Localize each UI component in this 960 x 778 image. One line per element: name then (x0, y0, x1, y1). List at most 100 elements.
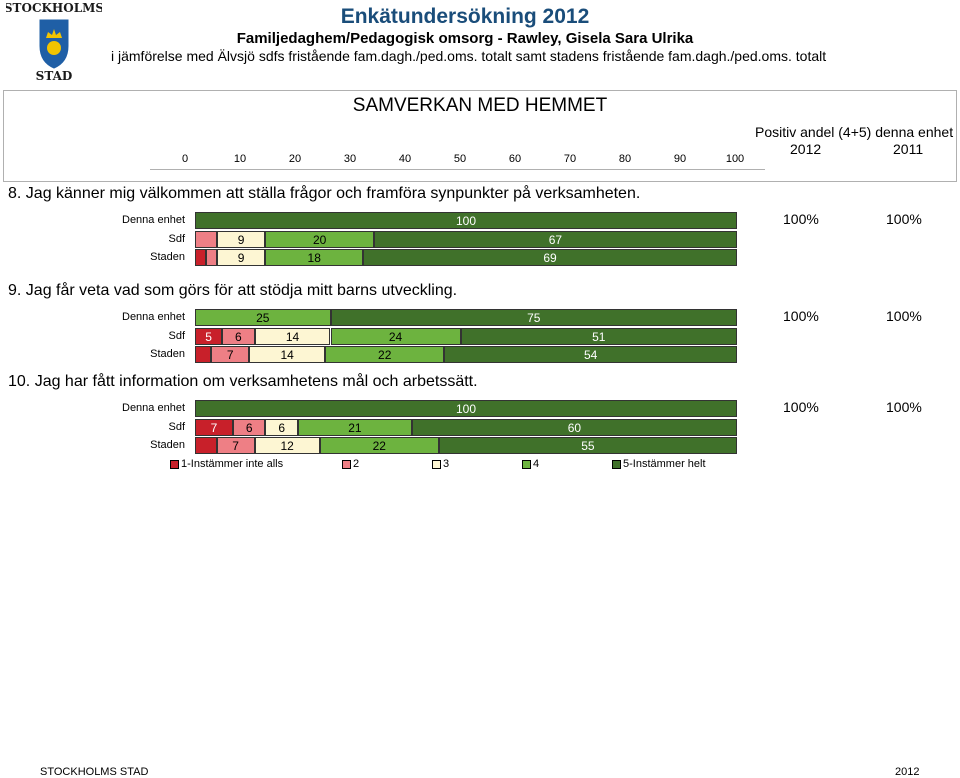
bar-track: 5 6 14 24 51 (195, 328, 737, 345)
data-label: 54 (583, 347, 598, 362)
bar-segment: 7 (195, 419, 233, 436)
bar-segment: 24 (330, 328, 461, 345)
row-label: Sdf (168, 233, 185, 245)
positive-share-current: 100% (783, 399, 819, 415)
data-label: 25 (256, 310, 270, 325)
bar-segment: 7 (216, 437, 255, 454)
bar-segment: 25 (195, 309, 331, 326)
bar-segment: 67 (373, 231, 737, 248)
legend-label: 2 (353, 458, 360, 470)
section-frame (3, 90, 957, 182)
x-axis-tick: 20 (288, 153, 302, 165)
bar-segment: 69 (363, 249, 737, 266)
bar-segment: 22 (325, 346, 445, 363)
bar-segment (195, 249, 206, 266)
bar-segment (195, 437, 217, 454)
legend-label: 3 (443, 458, 450, 470)
data-label: 6 (235, 329, 242, 344)
bar-segment: 60 (411, 419, 737, 436)
bar-segment (205, 249, 217, 266)
bar-segment: 75 (330, 309, 737, 326)
bar-segment: 9 (216, 231, 266, 248)
row-label: Staden (150, 348, 185, 360)
bar-segment: 6 (232, 419, 266, 436)
comparison-text: i jämförelse med Älvsjö sdfs fristående … (111, 48, 827, 64)
footer-right: 2012 (895, 766, 920, 778)
bar-segment: 12 (254, 437, 320, 454)
legend-label: 5-Instämmer helt (623, 458, 706, 470)
legend-swatch (342, 459, 351, 469)
data-label: 14 (285, 329, 300, 344)
positive-share-current: 100% (783, 308, 819, 324)
x-axis-ticks: 0 10 20 30 40 50 60 70 80 90 100 (0, 153, 960, 167)
bar-track: 25 75 (195, 309, 737, 326)
data-label: 20 (312, 232, 327, 247)
data-label: 7 (232, 438, 239, 453)
bar-segment: 100 (195, 212, 737, 229)
data-label: 21 (348, 420, 362, 435)
bar-track: 9 20 67 (195, 231, 737, 248)
data-label: 55 (581, 438, 595, 453)
legend-item: 1-Instämmer inte alls (170, 458, 283, 470)
legend-item: 4 (522, 458, 539, 470)
bar-track: 7 6 6 21 60 (195, 419, 737, 436)
bar-segment: 6 (222, 328, 255, 345)
x-axis-tick: 0 (181, 153, 189, 165)
report-title: Enkätundersökning 2012 (340, 5, 590, 28)
bar-segment: 14 (249, 346, 326, 363)
x-axis-tick: 60 (508, 153, 522, 165)
data-label: 100 (455, 401, 477, 416)
bar-segment: 7 (211, 346, 250, 363)
positive-share-header: Positiv andel (4+5) denna enhet (755, 124, 954, 140)
bar-segment (195, 346, 212, 363)
data-label: 6 (245, 420, 253, 435)
data-label: 67 (548, 232, 563, 247)
legend-item: 3 (432, 458, 449, 470)
x-axis-tick: 50 (453, 153, 467, 165)
data-label: 14 (280, 347, 294, 362)
data-label: 6 (278, 420, 286, 435)
bar-segment (195, 231, 217, 248)
bar-segment: 21 (297, 419, 412, 436)
legend-item: 5-Instämmer helt (612, 458, 706, 470)
bar-segment: 55 (438, 437, 737, 454)
x-axis-tick: 80 (618, 153, 632, 165)
positive-share-current: 100% (783, 211, 819, 227)
data-label: 7 (226, 347, 234, 362)
legend-label: 1-Instämmer inte alls (181, 458, 284, 470)
data-label: 18 (307, 250, 321, 265)
positive-share-previous: 100% (886, 308, 922, 324)
bar-segment: 51 (460, 328, 737, 345)
data-label: 22 (378, 347, 392, 362)
x-axis-tick: 40 (398, 153, 412, 165)
year-previous: 2011 (893, 141, 924, 157)
bar-segment: 6 (265, 419, 298, 436)
year-current: 2012 (790, 141, 822, 157)
x-axis-tick: 10 (233, 153, 247, 165)
data-label: 22 (372, 438, 386, 453)
row-label: Denna enhet (122, 402, 185, 414)
row-label: Staden (150, 439, 185, 451)
positive-share-previous: 100% (886, 399, 922, 415)
axis-separator (150, 169, 765, 170)
legend-item: 2 (342, 458, 359, 470)
bar-track: 7 12 22 55 (195, 437, 737, 454)
bar-segment: 9 (216, 249, 266, 266)
bar-segment: 18 (265, 249, 363, 266)
x-axis-tick: 90 (673, 153, 687, 165)
x-axis-tick: 100 (725, 153, 745, 165)
bar-track: 100 (195, 212, 737, 229)
question-title: 8. Jag känner mig välkommen att ställa f… (8, 185, 641, 202)
data-label: 75 (527, 310, 541, 325)
row-label: Sdf (168, 330, 185, 342)
row-label: Staden (150, 251, 185, 263)
bar-segment: 100 (195, 400, 737, 417)
legend-label: 4 (533, 458, 540, 470)
svg-text:STOCKHOLMS: STOCKHOLMS (6, 2, 102, 15)
bar-segment: 14 (254, 328, 331, 345)
legend-swatch (612, 459, 621, 469)
report-subtitle: Familjedaghem/Pedagogisk omsorg - Rawley… (236, 30, 694, 47)
bar-track: 7 14 22 54 (195, 346, 737, 363)
question-title: 10. Jag har fått information om verksamh… (8, 373, 478, 390)
data-label: 60 (567, 420, 582, 435)
